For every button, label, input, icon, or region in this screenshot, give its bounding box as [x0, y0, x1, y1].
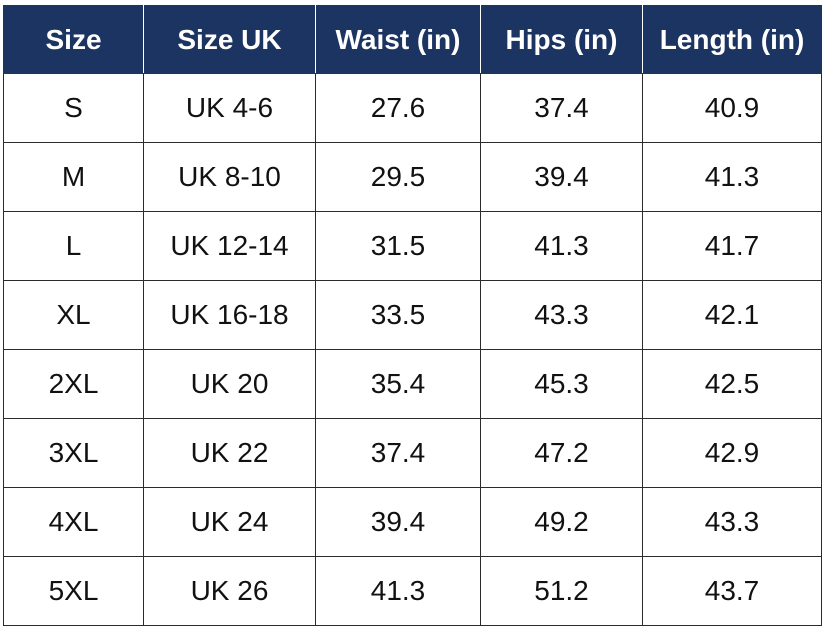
table-row: 3XL UK 22 37.4 47.2 42.9 [3, 418, 822, 488]
table-row: M UK 8-10 29.5 39.4 41.3 [3, 142, 822, 212]
header-row: Size Size UK Waist (in) Hips (in) Length (in… [3, 5, 822, 74]
header-cell: Length (in) [642, 5, 822, 74]
table-cell: 41.3 [642, 142, 822, 212]
table-row: 5XL UK 26 41.3 51.2 43.7 [3, 556, 822, 626]
table-cell: 43.3 [480, 280, 643, 350]
header-cell: Size [3, 5, 144, 74]
table-cell: 43.3 [642, 487, 822, 557]
header-cell: Hips (in) [480, 5, 643, 74]
table-cell: 5XL [3, 556, 144, 626]
table-row: S UK 4-6 27.6 37.4 40.9 [3, 73, 822, 143]
table-cell: 31.5 [315, 211, 481, 281]
table-cell: 33.5 [315, 280, 481, 350]
table-cell: UK 24 [143, 487, 316, 557]
table-cell: 37.4 [315, 418, 481, 488]
table-cell: 4XL [3, 487, 144, 557]
size-table: Size Size UK Waist (in) Hips (in) Length (in… [3, 5, 822, 626]
table-cell: 45.3 [480, 349, 643, 419]
table-body: S UK 4-6 27.6 37.4 40.9 M UK 8-10 29.5 39.4 41.3 L… [3, 73, 822, 626]
table-cell: M [3, 142, 144, 212]
table-row: XL UK 16-18 33.5 43.3 42.1 [3, 280, 822, 350]
table-cell: 27.6 [315, 73, 481, 143]
table-cell: UK 26 [143, 556, 316, 626]
table-row: L UK 12-14 31.5 41.3 41.7 [3, 211, 822, 281]
table-cell: 51.2 [480, 556, 643, 626]
header-cell: Waist (in) [315, 5, 481, 74]
table-cell: UK 8-10 [143, 142, 316, 212]
size-chart: Size Size UK Waist (in) Hips (in) Length (in… [3, 5, 822, 626]
table-cell: 41.3 [480, 211, 643, 281]
table-cell: 37.4 [480, 73, 643, 143]
table-cell: UK 16-18 [143, 280, 316, 350]
table-cell: 2XL [3, 349, 144, 419]
table-cell: 43.7 [642, 556, 822, 626]
table-cell: UK 4-6 [143, 73, 316, 143]
table-cell: 49.2 [480, 487, 643, 557]
table-cell: 41.3 [315, 556, 481, 626]
table-cell: UK 12-14 [143, 211, 316, 281]
table-cell: 40.9 [642, 73, 822, 143]
table-cell: S [3, 73, 144, 143]
table-row: 4XL UK 24 39.4 49.2 43.3 [3, 487, 822, 557]
table-cell: 42.9 [642, 418, 822, 488]
table-cell: 29.5 [315, 142, 481, 212]
table-cell: 39.4 [480, 142, 643, 212]
table-cell: UK 20 [143, 349, 316, 419]
table-cell: 35.4 [315, 349, 481, 419]
table-cell: 41.7 [642, 211, 822, 281]
table-cell: 42.1 [642, 280, 822, 350]
table-cell: 47.2 [480, 418, 643, 488]
table-cell: UK 22 [143, 418, 316, 488]
header-cell: Size UK [143, 5, 316, 74]
table-cell: XL [3, 280, 144, 350]
table-cell: 3XL [3, 418, 144, 488]
table-cell: L [3, 211, 144, 281]
table-cell: 42.5 [642, 349, 822, 419]
table-row: 2XL UK 20 35.4 45.3 42.5 [3, 349, 822, 419]
table-cell: 39.4 [315, 487, 481, 557]
